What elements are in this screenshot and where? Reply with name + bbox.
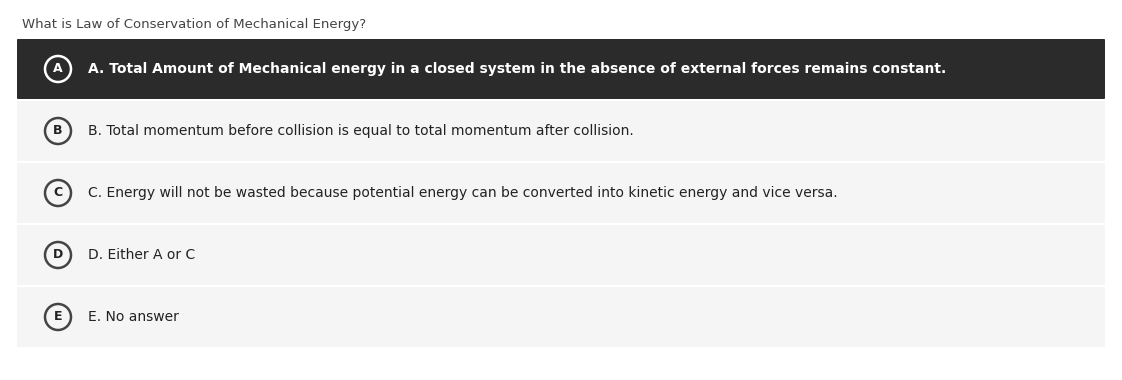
Text: C. Energy will not be wasted because potential energy can be converted into kine: C. Energy will not be wasted because pot… xyxy=(88,186,838,200)
FancyBboxPatch shape xyxy=(17,225,1105,285)
Circle shape xyxy=(45,118,71,144)
Text: B. Total momentum before collision is equal to total momentum after collision.: B. Total momentum before collision is eq… xyxy=(88,124,634,138)
Text: A. Total Amount of Mechanical energy in a closed system in the absence of extern: A. Total Amount of Mechanical energy in … xyxy=(88,62,946,76)
Circle shape xyxy=(45,242,71,268)
FancyBboxPatch shape xyxy=(17,39,1105,99)
Text: B: B xyxy=(53,125,63,138)
Circle shape xyxy=(45,180,71,206)
Circle shape xyxy=(45,304,71,330)
Text: D: D xyxy=(53,249,63,261)
Text: E. No answer: E. No answer xyxy=(88,310,178,324)
Text: What is Law of Conservation of Mechanical Energy?: What is Law of Conservation of Mechanica… xyxy=(22,18,366,31)
Text: E: E xyxy=(54,310,62,323)
FancyBboxPatch shape xyxy=(17,101,1105,161)
FancyBboxPatch shape xyxy=(17,163,1105,223)
FancyBboxPatch shape xyxy=(17,287,1105,347)
Text: C: C xyxy=(54,187,63,200)
Text: A: A xyxy=(53,62,63,76)
Text: D. Either A or C: D. Either A or C xyxy=(88,248,195,262)
Circle shape xyxy=(45,56,71,82)
